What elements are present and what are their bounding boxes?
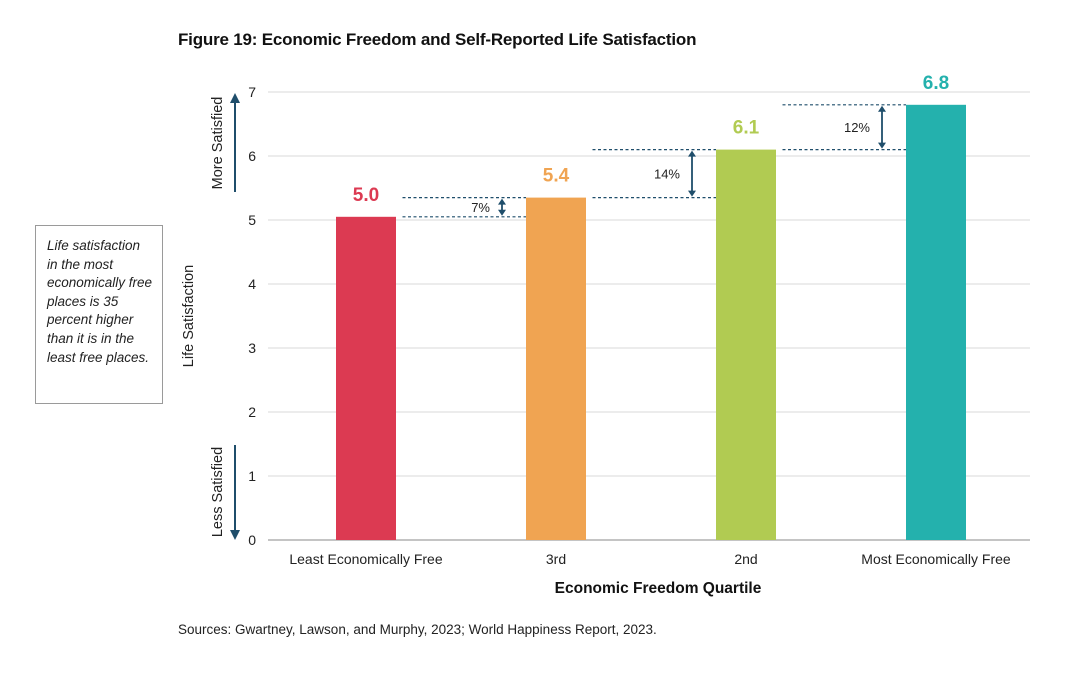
source-note: Sources: Gwartney, Lawson, and Murphy, 2… bbox=[178, 622, 657, 637]
bar bbox=[906, 104, 966, 541]
increment-arrow-up-head bbox=[878, 105, 886, 112]
less-satisfied-label: Less Satisfied bbox=[210, 447, 226, 537]
more-satisfied-arrow-head bbox=[230, 93, 240, 103]
increment-arrow-down-head bbox=[878, 142, 886, 149]
increment-arrow-up-head bbox=[498, 198, 506, 205]
x-category-label: Most Economically Free bbox=[861, 551, 1011, 567]
y-tick-label: 4 bbox=[248, 276, 256, 292]
y-tick-label: 1 bbox=[248, 468, 256, 484]
x-axis-title: Economic Freedom Quartile bbox=[555, 580, 762, 597]
increment-arrow-down-head bbox=[498, 209, 506, 216]
bar-value-label: 5.4 bbox=[543, 166, 570, 187]
y-tick-label: 2 bbox=[248, 404, 256, 420]
bar-value-label: 5.0 bbox=[353, 185, 379, 206]
increment-percent-label: 7% bbox=[471, 200, 490, 215]
y-tick-label: 0 bbox=[248, 532, 256, 548]
increment-percent-label: 12% bbox=[844, 120, 870, 135]
callout-text: Life satisfaction in the most economical… bbox=[47, 238, 153, 365]
y-tick-label: 7 bbox=[248, 84, 256, 100]
bar bbox=[716, 149, 776, 540]
x-category-label: 2nd bbox=[734, 551, 757, 567]
bar-value-label: 6.1 bbox=[733, 118, 760, 139]
y-tick-label: 3 bbox=[248, 340, 256, 356]
y-tick-label: 6 bbox=[248, 148, 256, 164]
increment-arrow-up-head bbox=[688, 150, 696, 157]
callout-box: Life satisfaction in the most economical… bbox=[35, 225, 163, 404]
bar-value-label: 6.8 bbox=[923, 73, 949, 94]
increment-arrow-down-head bbox=[688, 190, 696, 197]
bar bbox=[336, 216, 396, 541]
chart-title: Figure 19: Economic Freedom and Self-Rep… bbox=[178, 30, 697, 49]
bar bbox=[526, 197, 586, 540]
y-tick-label: 5 bbox=[248, 212, 256, 228]
y-axis-title: Life Satisfaction bbox=[181, 265, 197, 367]
more-satisfied-label: More Satisfied bbox=[210, 97, 226, 190]
x-category-label: 3rd bbox=[546, 551, 566, 567]
increment-percent-label: 14% bbox=[654, 167, 680, 182]
less-satisfied-arrow-head bbox=[230, 530, 240, 540]
x-category-label: Least Economically Free bbox=[289, 551, 443, 567]
